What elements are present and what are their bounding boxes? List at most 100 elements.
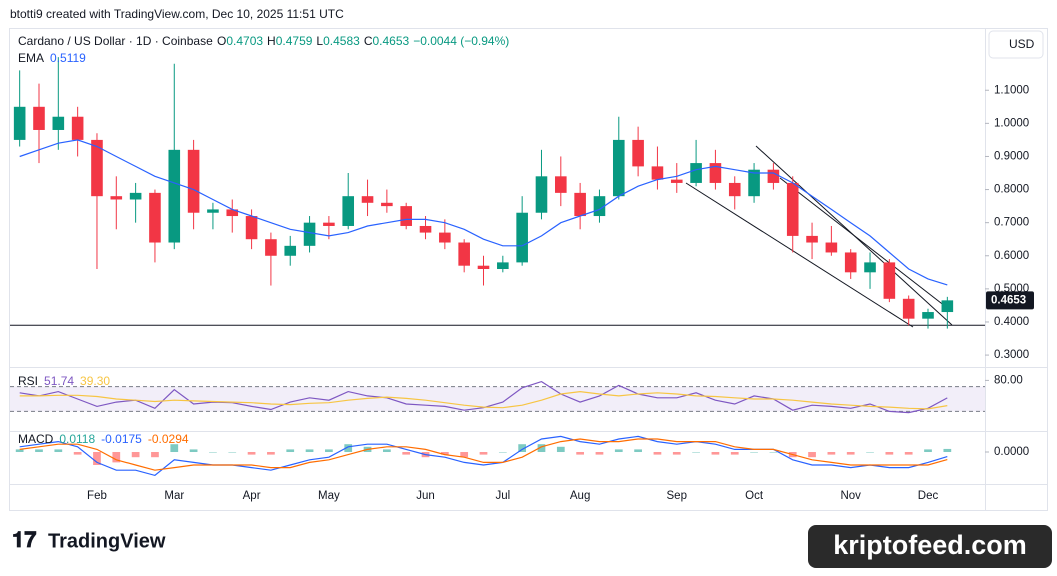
x-tick-label: Oct xyxy=(745,490,764,502)
candle-body xyxy=(477,265,490,270)
macd-histogram-bar xyxy=(35,449,43,453)
candle-body xyxy=(941,300,954,313)
macd-histogram-bar xyxy=(228,452,237,453)
macd-histogram-bar xyxy=(672,452,681,455)
legend-value: −0.0044 (−0.94%) xyxy=(413,34,509,48)
x-tick-label: May xyxy=(318,490,340,502)
candle-body xyxy=(91,139,103,197)
macd-histogram-bar xyxy=(498,452,507,453)
macd-histogram-bar xyxy=(653,452,662,455)
macd-histogram-bar xyxy=(247,452,256,455)
candle-body xyxy=(593,196,606,217)
legend-title: Cardano / US Dollar · 1D · Coinbase xyxy=(18,34,213,48)
currency-button[interactable] xyxy=(988,30,1044,59)
price-tag-label: 0.4653 xyxy=(991,294,1026,306)
legend-ohlc: O0.4703 H0.4759 L0.4583 C0.4653 −0.0044 (−0.… xyxy=(217,34,509,48)
macd-histogram-bar xyxy=(325,449,333,453)
candle-body xyxy=(651,166,664,180)
indicator-line xyxy=(19,435,948,477)
candle-body xyxy=(825,242,838,253)
candle-body xyxy=(670,179,683,183)
y-tick-label: 0.8000 xyxy=(994,184,1029,196)
legend-value: 0.4703 xyxy=(226,34,263,48)
candle-body xyxy=(767,169,780,183)
macd-histogram-bar xyxy=(827,452,836,455)
candle-body xyxy=(922,312,934,319)
legend-value: 51.74 xyxy=(44,374,74,388)
footer-logo-mark: 𝟏𝟕 xyxy=(12,527,37,552)
macd-histogram-bar xyxy=(344,444,353,453)
candle-body xyxy=(709,163,722,183)
candle-body xyxy=(149,192,161,243)
candle-body xyxy=(612,139,625,197)
y-tick-label: 80.00 xyxy=(994,374,1023,386)
candle-body xyxy=(207,209,219,213)
legend-value: 0.4759 xyxy=(276,34,313,48)
candle-body xyxy=(342,196,355,226)
macd-histogram-bar xyxy=(15,449,24,453)
candle-body xyxy=(516,212,528,263)
legend-value: MACD xyxy=(18,432,54,446)
macd-histogram-bar xyxy=(440,452,449,455)
legend-value: L xyxy=(316,34,323,48)
candle-body xyxy=(690,163,702,183)
candle-body xyxy=(728,182,741,197)
candle-body xyxy=(458,242,470,266)
price-tag xyxy=(986,291,1034,310)
candle-body xyxy=(400,206,412,226)
macd-histogram-bar xyxy=(750,452,758,453)
candle-body xyxy=(535,176,548,213)
watermark-badge xyxy=(808,525,1052,568)
macd-histogram-bar xyxy=(943,448,952,453)
legend-value: RSI xyxy=(18,374,38,388)
macd-histogram-bar xyxy=(808,452,816,458)
macd-histogram-bar xyxy=(614,449,623,453)
legend-value: 0.4583 xyxy=(323,34,360,48)
y-tick-label: 0.7000 xyxy=(994,217,1029,229)
candle-body xyxy=(864,262,876,273)
legend-value: C xyxy=(364,34,373,48)
y-tick-label: 0.0000 xyxy=(994,446,1029,458)
currency-label[interactable]: USD xyxy=(1009,37,1035,51)
candle-body xyxy=(71,116,84,140)
candle-body xyxy=(632,139,644,167)
x-tick-label: Apr xyxy=(243,490,261,502)
legend-value: EMA xyxy=(18,51,44,65)
y-tick-label: 0.3000 xyxy=(994,349,1029,361)
macd-histogram-bar xyxy=(769,452,778,453)
candle-body xyxy=(574,192,586,217)
y-tick-label: 1.0000 xyxy=(994,117,1029,129)
macd-histogram-bar xyxy=(267,452,275,455)
candle-body xyxy=(439,232,451,243)
candle-body xyxy=(806,235,818,243)
legend-value: -0.0175 xyxy=(101,432,142,446)
candle-body xyxy=(33,106,45,130)
legend-value: 0.4653 xyxy=(372,34,409,48)
candle-body xyxy=(265,239,277,256)
candle-body xyxy=(187,149,200,213)
y-tick-label: 0.6000 xyxy=(994,250,1029,262)
legend-value: H xyxy=(267,34,276,48)
indicator-line xyxy=(19,438,948,471)
y-tick-label: 0.9000 xyxy=(994,150,1029,162)
x-tick-label: Aug xyxy=(570,490,590,502)
macd-histogram-bar xyxy=(711,452,720,455)
legend-value: 0.5119 xyxy=(50,51,86,65)
macd-histogram-bar xyxy=(209,452,217,453)
macd-histogram-bar xyxy=(576,452,584,455)
legend-rsi: RSI 51.74 39.30 xyxy=(18,374,110,388)
indicator-line xyxy=(19,390,948,410)
macd-histogram-bar xyxy=(189,449,198,453)
macd-histogram-bar xyxy=(556,446,565,453)
candle-body xyxy=(497,262,509,270)
candle-body xyxy=(303,222,316,246)
candle-body xyxy=(13,106,26,140)
x-tick-label: Sep xyxy=(667,490,687,502)
macd-histogram-bar xyxy=(54,449,63,453)
candle-body xyxy=(555,176,567,193)
macd-histogram-bar xyxy=(402,452,411,455)
candle-body xyxy=(284,245,297,256)
footer-brand: TradingView xyxy=(48,530,166,552)
